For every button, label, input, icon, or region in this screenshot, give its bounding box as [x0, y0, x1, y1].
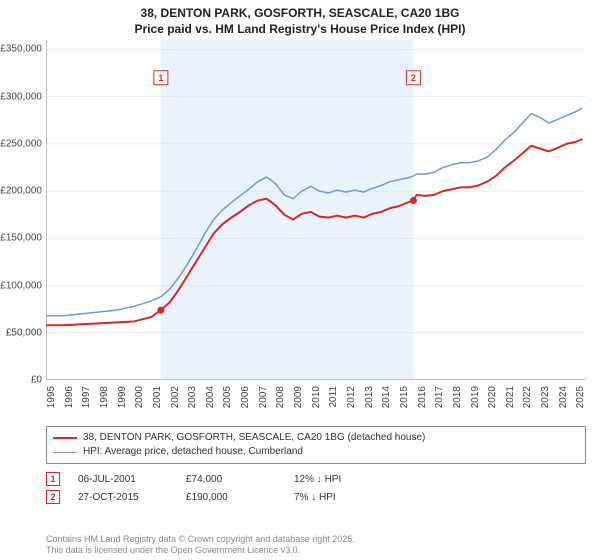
y-tick-label: £100,000	[0, 280, 42, 291]
x-tick-label: 2013	[364, 386, 375, 408]
marker-delta: 7% ↓ HPI	[294, 492, 384, 503]
x-tick-label: 2018	[452, 386, 463, 408]
x-tick-label: 2010	[311, 386, 322, 408]
legend-row: 38, DENTON PARK, GOSFORTH, SEASCALE, CA2…	[53, 431, 579, 445]
x-tick-label: 2009	[293, 386, 304, 408]
marker-number-box: 2	[46, 490, 60, 504]
marker-price: £74,000	[186, 474, 276, 485]
marker-row: 2 27-OCT-2015 £190,000 7% ↓ HPI	[46, 488, 586, 506]
x-tick-label: 2007	[258, 386, 269, 408]
x-tick-label: 2008	[275, 386, 286, 408]
x-tick-label: 2005	[222, 386, 233, 408]
legend-row: HPI: Average price, detached house, Cumb…	[53, 445, 579, 459]
x-tick-label: 2004	[205, 386, 216, 408]
marker-delta: 12% ↓ HPI	[294, 474, 384, 485]
title-line-1: 38, DENTON PARK, GOSFORTH, SEASCALE, CA2…	[0, 6, 600, 22]
y-tick-label: £0	[31, 375, 42, 386]
y-tick-label: £150,000	[0, 233, 42, 244]
x-tick-label: 1996	[64, 386, 75, 408]
x-tick-label: 1995	[46, 386, 57, 408]
x-tick-label: 2012	[346, 386, 357, 408]
plot-area: 12	[46, 40, 586, 380]
x-tick-label: 2021	[505, 386, 516, 408]
x-tick-label: 1999	[117, 386, 128, 408]
x-tick-label: 2019	[470, 386, 481, 408]
y-tick-label: £300,000	[0, 91, 42, 102]
svg-text:2: 2	[411, 73, 416, 83]
footer-line-2: This data is licensed under the Open Gov…	[46, 545, 586, 556]
x-tick-label: 2024	[558, 386, 569, 408]
x-tick-label: 1997	[81, 386, 92, 408]
marker-date: 27-OCT-2015	[78, 492, 168, 503]
chart-area: £0 £50,000 £100,000 £150,000 £200,000 £250,00…	[0, 40, 600, 420]
x-tick-label: 2001	[152, 386, 163, 408]
y-tick-label: £350,000	[0, 44, 42, 55]
legend-label: HPI: Average price, detached house, Cumb…	[83, 445, 303, 459]
marker-row: 1 06-JUL-2001 £74,000 12% ↓ HPI	[46, 470, 586, 488]
y-tick-label: £200,000	[0, 186, 42, 197]
y-tick-label: £250,000	[0, 138, 42, 149]
title-line-2: Price paid vs. HM Land Registry's House …	[0, 22, 600, 38]
x-tick-label: 2023	[540, 386, 551, 408]
x-tick-label: 2002	[170, 386, 181, 408]
x-tick-label: 2000	[134, 386, 145, 408]
x-tick-label: 2025	[575, 386, 586, 408]
legend: 38, DENTON PARK, GOSFORTH, SEASCALE, CA2…	[46, 426, 586, 464]
y-tick-label: £50,000	[6, 327, 42, 338]
x-tick-label: 2015	[399, 386, 410, 408]
legend-swatch	[53, 452, 77, 453]
footer-attribution: Contains HM Land Registry data © Crown c…	[46, 534, 586, 556]
x-tick-label: 2011	[328, 386, 339, 408]
sale-markers-table: 1 06-JUL-2001 £74,000 12% ↓ HPI 2 27-OCT-2015…	[46, 470, 586, 506]
x-tick-label: 2014	[381, 386, 392, 408]
legend-label: 38, DENTON PARK, GOSFORTH, SEASCALE, CA2…	[83, 431, 425, 445]
y-axis: £0£50,000£100,000£150,000£200,000£250,00…	[0, 40, 46, 380]
chart-title-block: 38, DENTON PARK, GOSFORTH, SEASCALE, CA2…	[0, 0, 600, 39]
x-tick-label: 1998	[99, 386, 110, 408]
x-tick-label: 2022	[522, 386, 533, 408]
legend-swatch	[53, 437, 77, 439]
marker-price: £190,000	[186, 492, 276, 503]
x-tick-label: 2006	[240, 386, 251, 408]
x-tick-label: 2020	[487, 386, 498, 408]
x-tick-label: 2003	[187, 386, 198, 408]
x-axis: 1995 1996 1997 1998 1999 2000 2001 2002 2003 2004…	[46, 380, 586, 420]
chart-svg: 12	[46, 40, 586, 380]
marker-date: 06-JUL-2001	[78, 474, 168, 485]
svg-text:1: 1	[158, 73, 163, 83]
marker-number-box: 1	[46, 472, 60, 486]
footer-line-1: Contains HM Land Registry data © Crown c…	[46, 534, 586, 545]
x-tick-label: 2016	[417, 386, 428, 408]
x-tick-label: 2017	[434, 386, 445, 408]
